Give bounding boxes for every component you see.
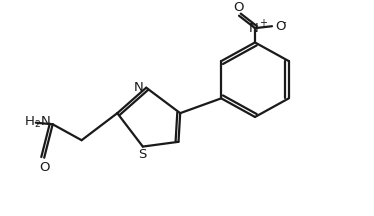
Text: O: O (233, 1, 243, 14)
Text: H$_2$N: H$_2$N (24, 115, 50, 130)
Text: N: N (249, 22, 259, 35)
Text: O: O (275, 20, 285, 33)
Text: N: N (134, 81, 143, 94)
Text: -: - (283, 17, 286, 27)
Text: +: + (259, 18, 267, 28)
Text: O: O (39, 160, 49, 174)
Text: S: S (139, 148, 147, 162)
